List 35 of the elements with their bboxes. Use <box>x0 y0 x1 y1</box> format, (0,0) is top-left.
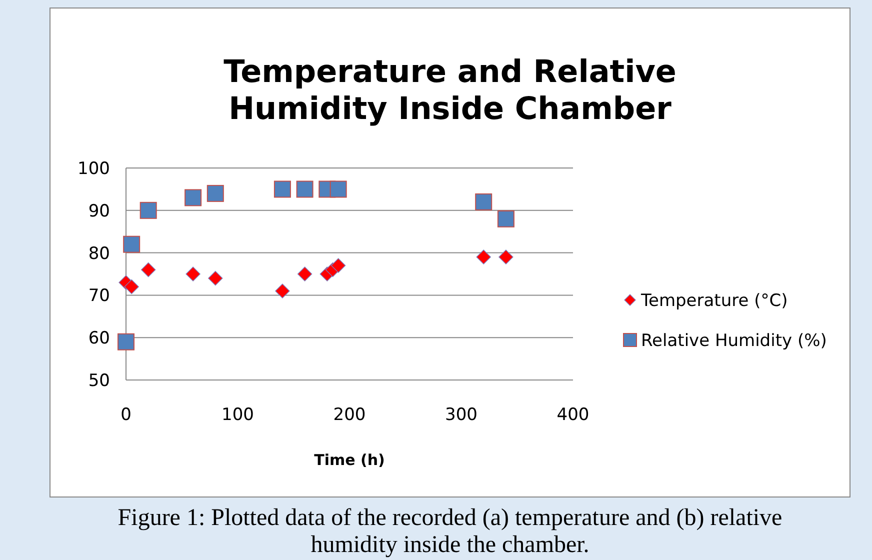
legend-label: Temperature (°C) <box>640 291 788 311</box>
point <box>208 270 223 286</box>
y-tick-label: 80 <box>88 244 110 264</box>
point <box>498 250 514 264</box>
point <box>297 266 312 282</box>
point <box>475 193 492 210</box>
point <box>330 180 347 198</box>
y-tick-label: 60 <box>88 328 110 349</box>
point <box>124 279 139 294</box>
point <box>206 184 224 202</box>
point <box>184 189 202 206</box>
caption: Figure 1: Plotted data of the recorded (a) temperature and (b) relative humidity inside the chamber. <box>118 505 782 558</box>
x-tick-label: 300 <box>445 405 478 425</box>
point <box>296 180 314 198</box>
x-axis-title: Time (h) <box>314 451 385 469</box>
x-tick-label: 200 <box>333 405 366 425</box>
y-tick-label: 90 <box>88 201 110 222</box>
y-tick-label: 50 <box>88 371 110 391</box>
point <box>141 262 156 278</box>
x-tick-label: 100 <box>222 405 254 425</box>
point <box>275 284 290 298</box>
point <box>186 266 200 282</box>
point <box>123 236 140 253</box>
point <box>497 210 514 228</box>
x-tick-label: 0 <box>120 405 132 425</box>
point <box>476 250 491 264</box>
point <box>330 258 346 273</box>
point <box>140 202 157 219</box>
chart-title: Temperature and Relative Humidity Inside Chamber <box>224 54 676 127</box>
point <box>274 180 291 198</box>
point <box>118 333 134 350</box>
y-tick-label: 100 <box>78 159 110 179</box>
x-tick-label: 400 <box>556 405 590 425</box>
y-tick-label: 70 <box>88 286 110 306</box>
legend-label: Relative Humidity (%) <box>641 331 827 351</box>
